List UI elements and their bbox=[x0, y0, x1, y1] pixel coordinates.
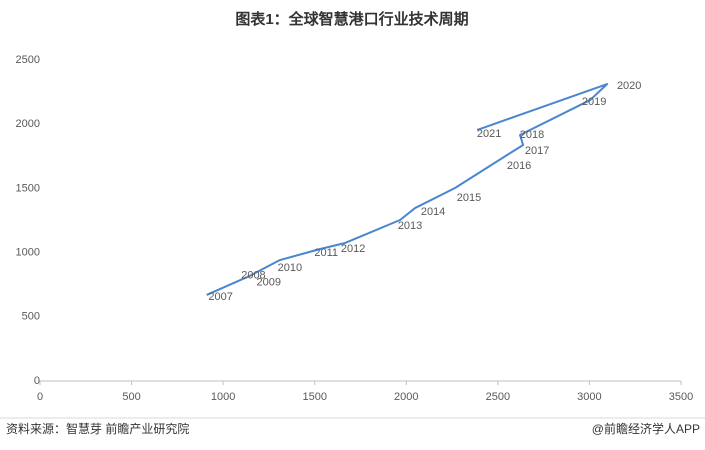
x-tick-label: 1000 bbox=[211, 391, 235, 403]
point-label: 2011 bbox=[314, 247, 338, 259]
point-label: 2016 bbox=[507, 160, 531, 172]
x-tick-label: 3000 bbox=[577, 391, 601, 403]
point-label: 2009 bbox=[257, 276, 281, 288]
x-tick-label: 2000 bbox=[394, 391, 418, 403]
source: 资料来源：智慧芽 前瞻产业研究院 bbox=[6, 421, 189, 436]
point-label: 2018 bbox=[520, 129, 544, 141]
x-tick-label: 2500 bbox=[486, 391, 510, 403]
chart-title: 图表1：全球智慧港口行业技术周期 bbox=[235, 10, 468, 28]
y-tick-label: 2500 bbox=[16, 54, 40, 66]
point-label: 2010 bbox=[278, 262, 302, 274]
x-tick-label: 1500 bbox=[302, 391, 326, 403]
y-tick-label: 500 bbox=[22, 311, 40, 323]
point-label: 2008 bbox=[241, 269, 265, 281]
y-tick-label: 2000 bbox=[16, 118, 40, 130]
point-label: 2020 bbox=[617, 80, 641, 92]
point-label: 2019 bbox=[582, 96, 606, 108]
series-line bbox=[206, 83, 609, 296]
point-label: 2007 bbox=[208, 291, 232, 303]
point-label: 2021 bbox=[477, 128, 501, 140]
point-label: 2014 bbox=[421, 206, 445, 218]
point-label: 2017 bbox=[525, 145, 549, 157]
credit: @前瞻经济学人APP bbox=[592, 421, 700, 436]
x-tick-label: 3500 bbox=[669, 391, 693, 403]
point-label: 2012 bbox=[341, 243, 365, 255]
y-tick-label: 1000 bbox=[16, 247, 40, 259]
x-tick-label: 500 bbox=[122, 391, 140, 403]
point-label: 2013 bbox=[398, 220, 422, 232]
x-tick-label: 0 bbox=[37, 391, 43, 403]
point-label: 2015 bbox=[457, 192, 481, 204]
y-tick-label: 1500 bbox=[16, 182, 40, 194]
y-tick-label: 0 bbox=[34, 375, 40, 387]
